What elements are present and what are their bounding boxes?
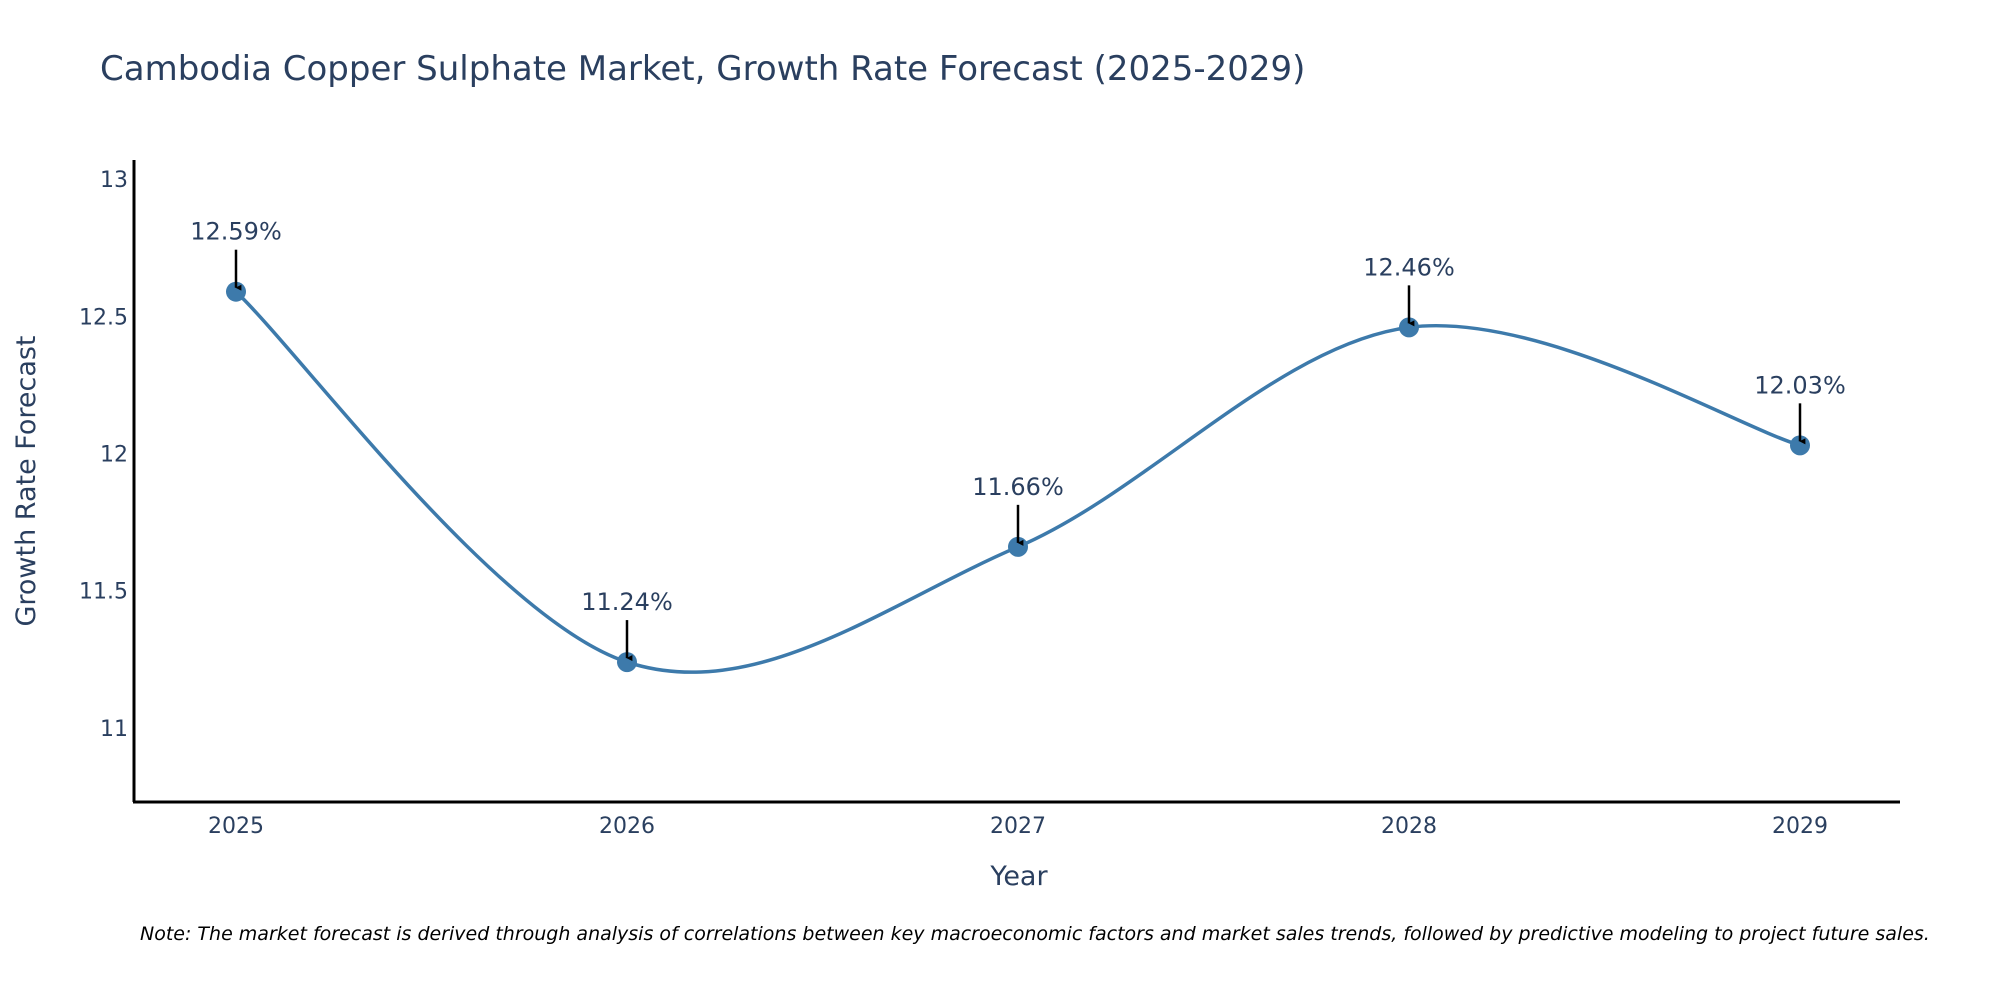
x-tick-label: 2025 — [208, 814, 264, 839]
y-tick-label: 11 — [100, 717, 128, 742]
x-axis-ticks: 2025 2026 2027 2028 2029 — [208, 814, 1828, 839]
data-label: 11.24% — [581, 588, 673, 616]
x-tick-label: 2027 — [990, 814, 1046, 839]
y-tick-label: 11.5 — [79, 580, 128, 605]
x-tick-label: 2029 — [1772, 814, 1828, 839]
data-label: 12.03% — [1754, 371, 1846, 399]
y-tick-label: 13 — [100, 168, 128, 193]
chart-note: Note: The market forecast is derived thr… — [140, 923, 1930, 945]
y-tick-label: 12.5 — [79, 305, 128, 330]
chart-title: Cambodia Copper Sulphate Market, Growth … — [100, 49, 1305, 89]
y-tick-label: 12 — [100, 443, 128, 468]
x-tick-label: 2026 — [599, 814, 655, 839]
x-tick-label: 2028 — [1381, 814, 1437, 839]
data-label: 11.66% — [972, 473, 1064, 501]
y-axis-ticks: 11 11.5 12 12.5 13 — [79, 168, 128, 742]
x-axis-title: Year — [989, 861, 1048, 892]
y-axis-title: Growth Rate Forecast — [11, 335, 42, 626]
data-label: 12.59% — [190, 218, 282, 246]
data-annotations: 12.59% 11.24% 11.66% 12.46% 12.03% — [190, 218, 1846, 662]
data-label: 12.46% — [1363, 253, 1455, 281]
